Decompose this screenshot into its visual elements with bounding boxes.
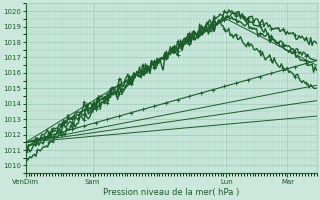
X-axis label: Pression niveau de la mer( hPa ): Pression niveau de la mer( hPa ) xyxy=(103,188,239,197)
